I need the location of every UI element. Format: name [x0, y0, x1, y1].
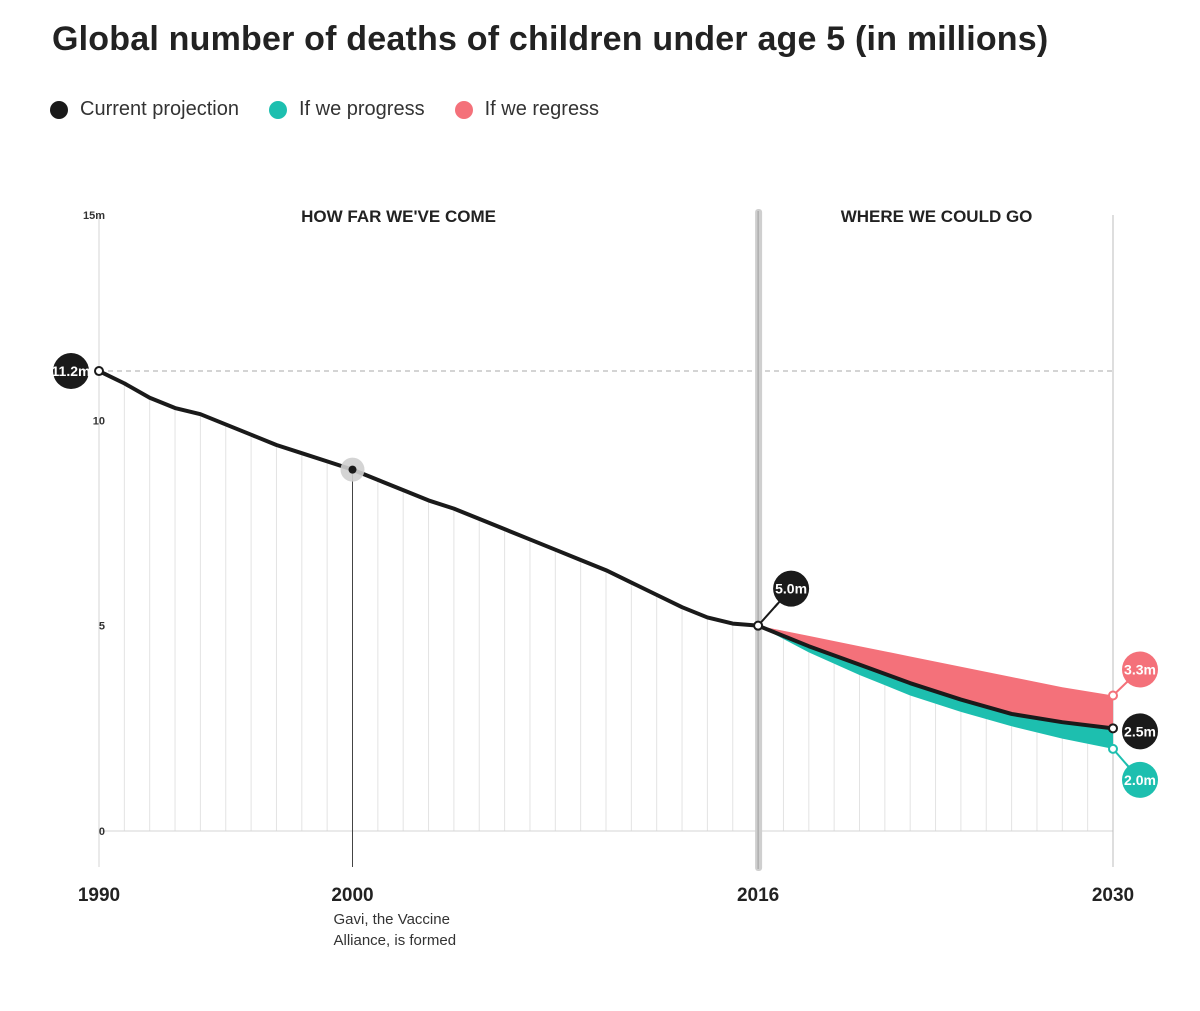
legend-item-current: Current projection — [50, 98, 239, 121]
x-tick-label: 2000 — [331, 885, 373, 906]
progress-band — [758, 625, 1113, 749]
callout: 2.0m — [1108, 743, 1158, 798]
callout-label: 3.3m — [1124, 661, 1156, 677]
legend-label-current: Current projection — [80, 98, 239, 120]
callout-point — [1108, 690, 1118, 701]
callout: 5.0m — [753, 570, 810, 631]
regress-band — [758, 625, 1113, 729]
callout-badge — [1122, 761, 1158, 798]
chart-title: Global number of deaths of children unde… — [52, 20, 1049, 58]
annotation-point — [348, 465, 357, 474]
callout: 2.5m — [1108, 713, 1158, 750]
current-projection-line — [97, 369, 1115, 731]
callout-badge — [53, 353, 89, 390]
section-label-future: WHERE WE COULD GO — [841, 207, 1033, 226]
annotation-text-line: Alliance, is formed — [334, 932, 457, 949]
callout-badge — [1122, 713, 1158, 750]
x-tick-label: 2016 — [737, 885, 779, 906]
y-tick-label: 5 — [99, 621, 105, 633]
annotation-text-line: Gavi, the Vaccine — [334, 911, 450, 928]
x-tick-label: 2030 — [1092, 885, 1134, 906]
callout-badge — [1122, 651, 1158, 688]
legend-label-progress: If we progress — [298, 98, 425, 120]
y-tick-label: 0 — [99, 826, 105, 838]
legend-dot-progress — [268, 100, 287, 119]
callout: 3.3m — [1108, 651, 1158, 701]
y-tick-label: 10 — [93, 415, 105, 427]
section-label-past: HOW FAR WE'VE COME — [301, 207, 496, 226]
callout: 11.2m — [52, 353, 104, 390]
legend-dot-regress — [454, 100, 473, 119]
callout-label: 2.5m — [1124, 723, 1156, 739]
callout-point — [1108, 743, 1118, 754]
callout-badge — [773, 570, 810, 607]
legend-dot-current — [50, 100, 68, 119]
x-tick-label: 1990 — [78, 885, 120, 906]
callout-point — [1108, 723, 1118, 734]
callout-point — [753, 620, 764, 631]
y-tick-label: 15m — [83, 210, 105, 222]
hatch-lines — [123, 383, 1089, 831]
legend-item-progress: If we progress — [268, 98, 425, 121]
callout-point — [94, 366, 104, 377]
callout-label: 11.2m — [52, 363, 91, 379]
callout-label: 2.0m — [1124, 772, 1156, 788]
legend-label-regress: If we regress — [484, 98, 600, 120]
legend: Current projection If we progress If we … — [50, 98, 629, 121]
legend-item-regress: If we regress — [454, 98, 600, 121]
callout-label: 5.0m — [775, 581, 807, 597]
